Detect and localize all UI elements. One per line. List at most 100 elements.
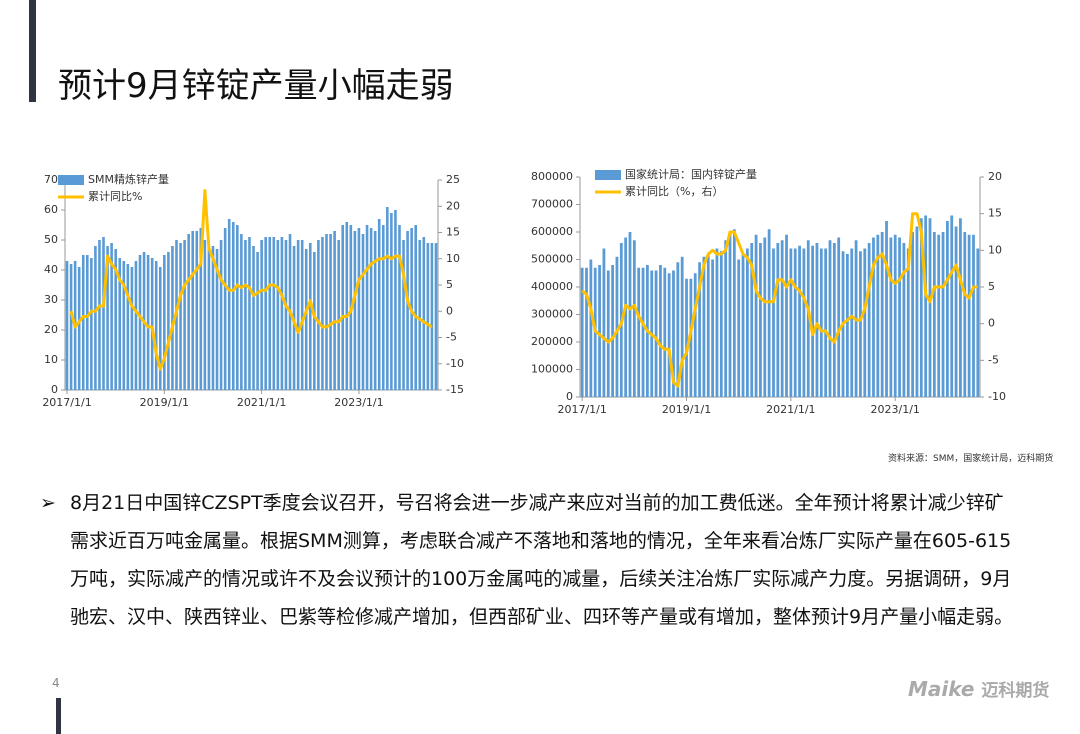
bar [110,243,113,390]
bar [248,237,251,390]
bar [158,267,162,390]
bar [759,243,762,397]
bar [846,254,849,397]
bar [215,249,219,390]
x-tick-label: 2017/1/1 [557,403,606,416]
y2-tick-label: 20 [446,199,460,212]
bar [919,218,923,397]
bar [772,248,775,397]
bar [924,215,928,397]
y-tick-label: 30 [44,293,58,306]
bar [252,246,255,390]
bar [122,261,126,390]
bar [426,243,430,390]
bar [711,259,714,397]
bar [406,231,409,390]
y-tick-label: 0 [51,383,58,396]
bar [598,265,601,397]
bar [167,252,170,390]
bar [941,232,945,397]
bar [589,259,593,397]
bar [325,234,328,390]
bar [802,248,806,397]
y2-tick-label: -10 [988,390,1006,403]
bar [972,234,975,397]
bar [767,229,771,397]
bullet: ➢ [40,492,56,514]
legend-label: 累计同比% [88,190,142,203]
bar [256,252,259,390]
bar [369,228,373,390]
y-tick-label: 60 [44,203,58,216]
bar [268,237,272,390]
bar [373,231,377,390]
bar [698,262,701,397]
bar [179,243,182,390]
bar [195,231,199,390]
bar [750,243,754,397]
bar [928,218,932,397]
bar [898,237,901,397]
bar [304,249,308,390]
bar [418,240,422,390]
bar [361,234,365,390]
bar [260,240,263,390]
bar [950,215,954,397]
bar [163,255,166,390]
bar [663,267,667,397]
bar [264,237,267,390]
line [69,189,433,371]
page-number: 4 [52,676,60,690]
y2-tick-label: -15 [446,383,464,396]
bar [69,264,73,390]
legend-label: SMM精炼锌产量 [88,172,169,186]
x-tick-label: 2019/1/1 [662,403,711,416]
accent-bar [56,698,61,734]
bar [680,256,684,397]
bar [203,240,207,390]
y-tick-label: 700000 [531,198,573,211]
bar [280,237,284,390]
bar [114,249,117,390]
bar [932,232,936,397]
bar [859,251,862,397]
body-text: 8月21日中国锌CZSPT季度会议召开，号召将会进一步减产来应对当前的加工费低迷… [70,492,1014,628]
bar [300,240,304,390]
bar [106,246,109,390]
bar [284,240,288,390]
body: ➢ 8月21日中国锌CZSPT季度会议召开，号召将会进一步减产来应对当前的加工费低… [40,484,1015,636]
bar [244,240,247,390]
bar [219,240,223,390]
bar [615,256,619,397]
bar [138,255,142,390]
y2-tick-label: -5 [988,353,999,366]
y2-tick-label: 0 [988,317,995,330]
legend-label: 累计同比（%，右） [625,184,723,198]
y-tick-label: 40 [44,263,58,276]
bar [341,225,345,390]
bar [585,267,588,397]
y-tick-label: 400000 [531,280,573,293]
bar [207,249,211,390]
bar [641,267,645,397]
y2-tick-label: -5 [446,331,457,344]
bar [65,261,69,390]
y2-tick-label: -10 [446,357,464,370]
bar [780,240,784,397]
charts: 010203040506070-15-10-505101520252017/1/… [42,167,1006,416]
y2-tick-label: 25 [446,173,460,186]
bar [134,261,138,390]
bar [398,225,401,390]
logo-name: 迈科期货 [981,681,1050,701]
bar [171,246,174,390]
bar [118,258,122,390]
bar [754,234,758,397]
bar [880,232,884,397]
bar [676,262,680,397]
bar [191,231,195,390]
bar [321,237,324,390]
bar [94,246,97,390]
bar [937,234,941,397]
bar [902,243,906,397]
bar [737,259,741,397]
